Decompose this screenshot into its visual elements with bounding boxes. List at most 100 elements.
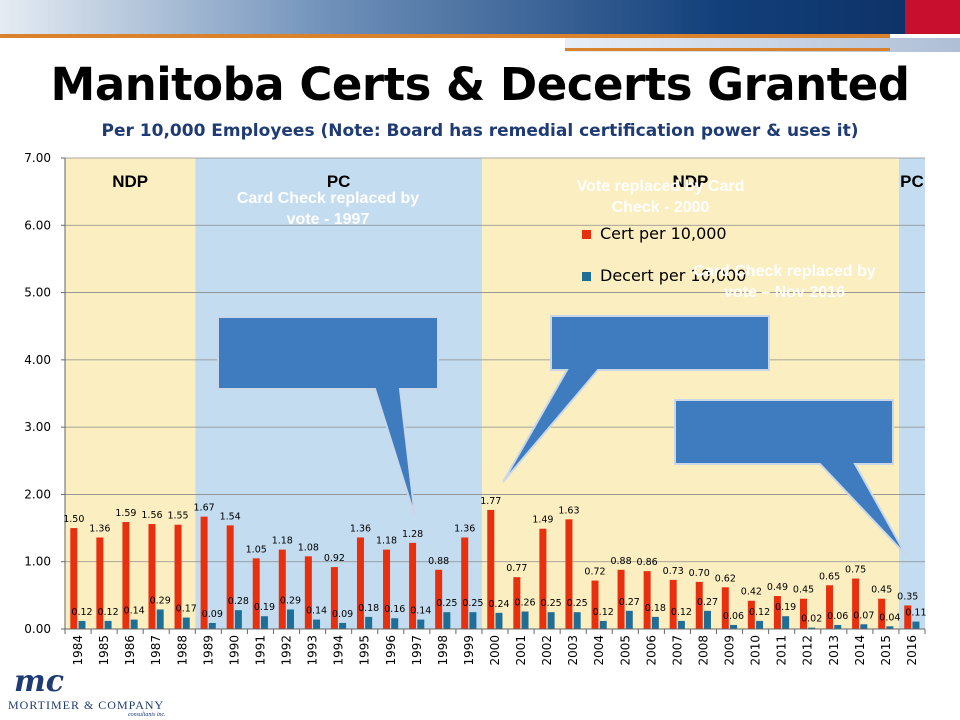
x-tick-label-1985: 1985 [97,635,111,665]
bar-cert-1984 [70,528,78,629]
period-label-1: PC [327,172,351,191]
label-cert-1984: 1.50 [63,514,84,525]
bar-decert-2016 [912,621,920,629]
bar-decert-2008 [703,610,711,629]
label-cert-2014: 0.75 [845,565,866,576]
label-decert-1996: 0.16 [384,604,405,615]
label-cert-1992: 1.18 [272,536,293,547]
label-cert-1990: 1.54 [220,511,241,522]
y-tick-label-0: 0.00 [24,622,51,636]
period-label-0: NDP [112,172,148,191]
x-tick-label-1994: 1994 [332,635,346,665]
period-band-1 [195,158,482,629]
bar-decert-1999 [469,612,477,629]
bar-cert-1985 [96,537,104,629]
bar-decert-1986 [130,619,138,629]
label-decert-1999: 0.25 [462,598,483,609]
bar-cert-2003 [565,519,573,629]
bar-decert-2015 [886,626,894,629]
period-band-2 [481,158,899,629]
x-tick-label-2003: 2003 [566,635,580,665]
bar-cert-1993 [304,556,312,629]
y-tick-label-3: 3.00 [24,420,51,434]
logo-tagline: consultants inc. [128,712,166,718]
label-decert-2012: 0.02 [801,614,822,625]
y-tick-label-7: 7.00 [24,151,51,165]
label-cert-2003: 1.63 [558,505,579,516]
bar-cert-2001 [513,577,521,629]
bar-cert-1986 [122,522,130,629]
bar-cert-1999 [461,537,469,629]
company-logo: mc MORTIMER & COMPANY consultants inc. [8,662,208,720]
label-decert-2009: 0.06 [723,611,744,622]
x-tick-label-2006: 2006 [644,635,658,665]
label-decert-2010: 0.12 [749,607,770,618]
label-cert-1997: 1.28 [402,529,423,540]
bar-cert-2002 [539,528,547,629]
bar-decert-1997 [417,619,425,629]
bar-cert-1992 [278,549,286,629]
period-band-0 [65,158,196,629]
bar-decert-2001 [521,611,529,629]
label-decert-1986: 0.14 [124,606,145,617]
x-tick-label-2007: 2007 [670,635,684,665]
label-decert-1987: 0.29 [150,595,171,606]
x-tick-label-1993: 1993 [306,635,320,665]
x-tick-label-2016: 2016 [905,635,919,665]
y-tick-label-2: 2.00 [24,487,51,501]
legend-swatch-decert [582,272,591,281]
label-cert-1996: 1.18 [376,536,397,547]
label-cert-2011: 0.49 [767,582,788,593]
label-cert-2006: 0.86 [637,557,658,568]
bar-decert-1992 [286,609,294,629]
x-tick-label-2011: 2011 [775,635,789,665]
x-tick-label-2001: 2001 [514,635,528,665]
label-cert-2015: 0.45 [871,585,892,596]
label-cert-1991: 1.05 [246,544,267,555]
label-cert-2010: 0.42 [741,587,762,598]
x-tick-label-1990: 1990 [227,635,241,665]
legend-label-decert: Decert per 10,000 [600,266,746,285]
label-cert-2008: 0.70 [689,568,710,579]
period-label-3: PC [900,172,924,191]
bar-cert-1995 [356,537,364,629]
bar-cert-2012 [799,598,807,629]
x-tick-label-2008: 2008 [696,635,710,665]
label-cert-2000: 1.77 [480,496,501,507]
label-decert-1985: 0.12 [97,607,118,618]
x-tick-label-1997: 1997 [410,635,424,665]
banner-stripe [0,34,890,38]
label-cert-1995: 1.36 [350,523,371,534]
bar-cert-2007 [669,579,677,629]
bar-cert-2006 [643,571,651,629]
x-tick-label-2009: 2009 [723,635,737,665]
x-tick-label-2012: 2012 [801,635,815,665]
label-decert-1991: 0.19 [254,602,275,613]
label-cert-1999: 1.36 [454,523,475,534]
x-tick-label-1989: 1989 [201,635,215,665]
bar-cert-2011 [773,596,781,629]
label-decert-1990: 0.28 [228,596,249,607]
label-cert-1987: 1.56 [141,510,162,521]
page-subtitle: Per 10,000 Employees (Note: Board has re… [101,121,859,141]
x-tick-label-2005: 2005 [618,635,632,665]
bar-decert-1989 [208,622,216,629]
bar-decert-2011 [782,616,790,629]
bar-decert-2004 [599,620,607,629]
bar-decert-2012 [808,627,816,629]
label-decert-1989: 0.09 [202,609,223,620]
x-tick-label-2004: 2004 [592,635,606,665]
bar-decert-2013 [834,624,842,629]
label-decert-1995: 0.18 [358,603,379,614]
bar-decert-1995 [365,616,373,629]
bar-decert-2009 [730,624,738,629]
bar-decert-2010 [756,620,764,629]
bar-cert-2004 [591,580,599,629]
label-decert-2003: 0.25 [567,598,588,609]
label-cert-2001: 0.77 [506,563,527,574]
label-decert-1997: 0.14 [410,606,431,617]
callout-2016 [674,399,907,556]
label-decert-2002: 0.25 [541,598,562,609]
bar-cert-2008 [695,581,703,629]
page-title: Manitoba Certs & Decerts Granted [50,58,910,111]
